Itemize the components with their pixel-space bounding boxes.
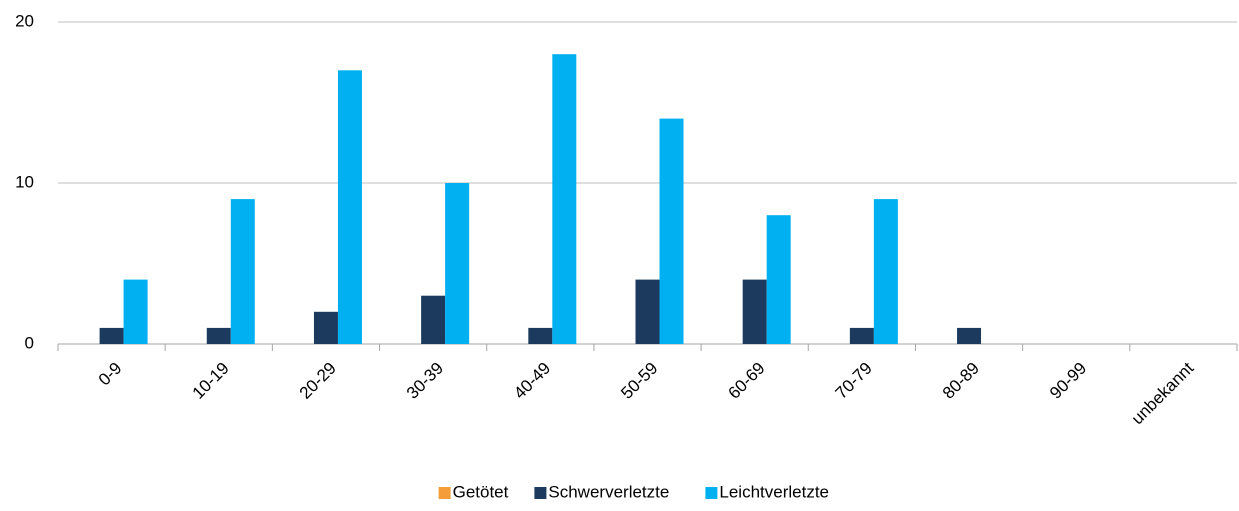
y-tick-label: 0 [25,333,34,352]
bar [873,199,898,344]
bar [957,327,982,344]
y-tick-label: 20 [15,11,34,30]
legend-label: Schwerverletzte [548,482,669,501]
legend-swatch [438,487,451,499]
x-tick-label: 10-19 [189,359,233,403]
legend-swatch [705,487,718,499]
x-tick-label: 60-69 [724,359,768,403]
bar [445,183,470,344]
bar [766,215,791,344]
bar [421,295,446,344]
y-tick-label: 10 [15,172,34,191]
legend-label: Leichtverletzte [719,482,829,501]
x-tick-label: 70-79 [832,359,876,403]
x-tick-label: 40-49 [510,359,554,403]
legend-swatch [534,487,547,499]
bar [659,118,684,344]
bar [528,327,553,344]
legend-label: Getötet [453,482,509,501]
x-tick-label: 50-59 [617,359,661,403]
bar [206,327,231,344]
bar [230,199,255,344]
x-tick-label: 90-99 [1046,359,1090,403]
bar [123,279,148,344]
bar [849,327,874,344]
x-tick-label: 30-39 [403,359,447,403]
bar [552,54,577,344]
bar [313,311,338,344]
bar [99,327,124,344]
x-tick-label: 20-29 [296,359,340,403]
bar [742,279,767,344]
x-tick-label: 0-9 [95,359,126,390]
bar [337,70,362,345]
x-tick-label: unbekannt [1128,358,1198,428]
x-tick-label: 80-89 [939,359,983,403]
bar [635,279,660,344]
